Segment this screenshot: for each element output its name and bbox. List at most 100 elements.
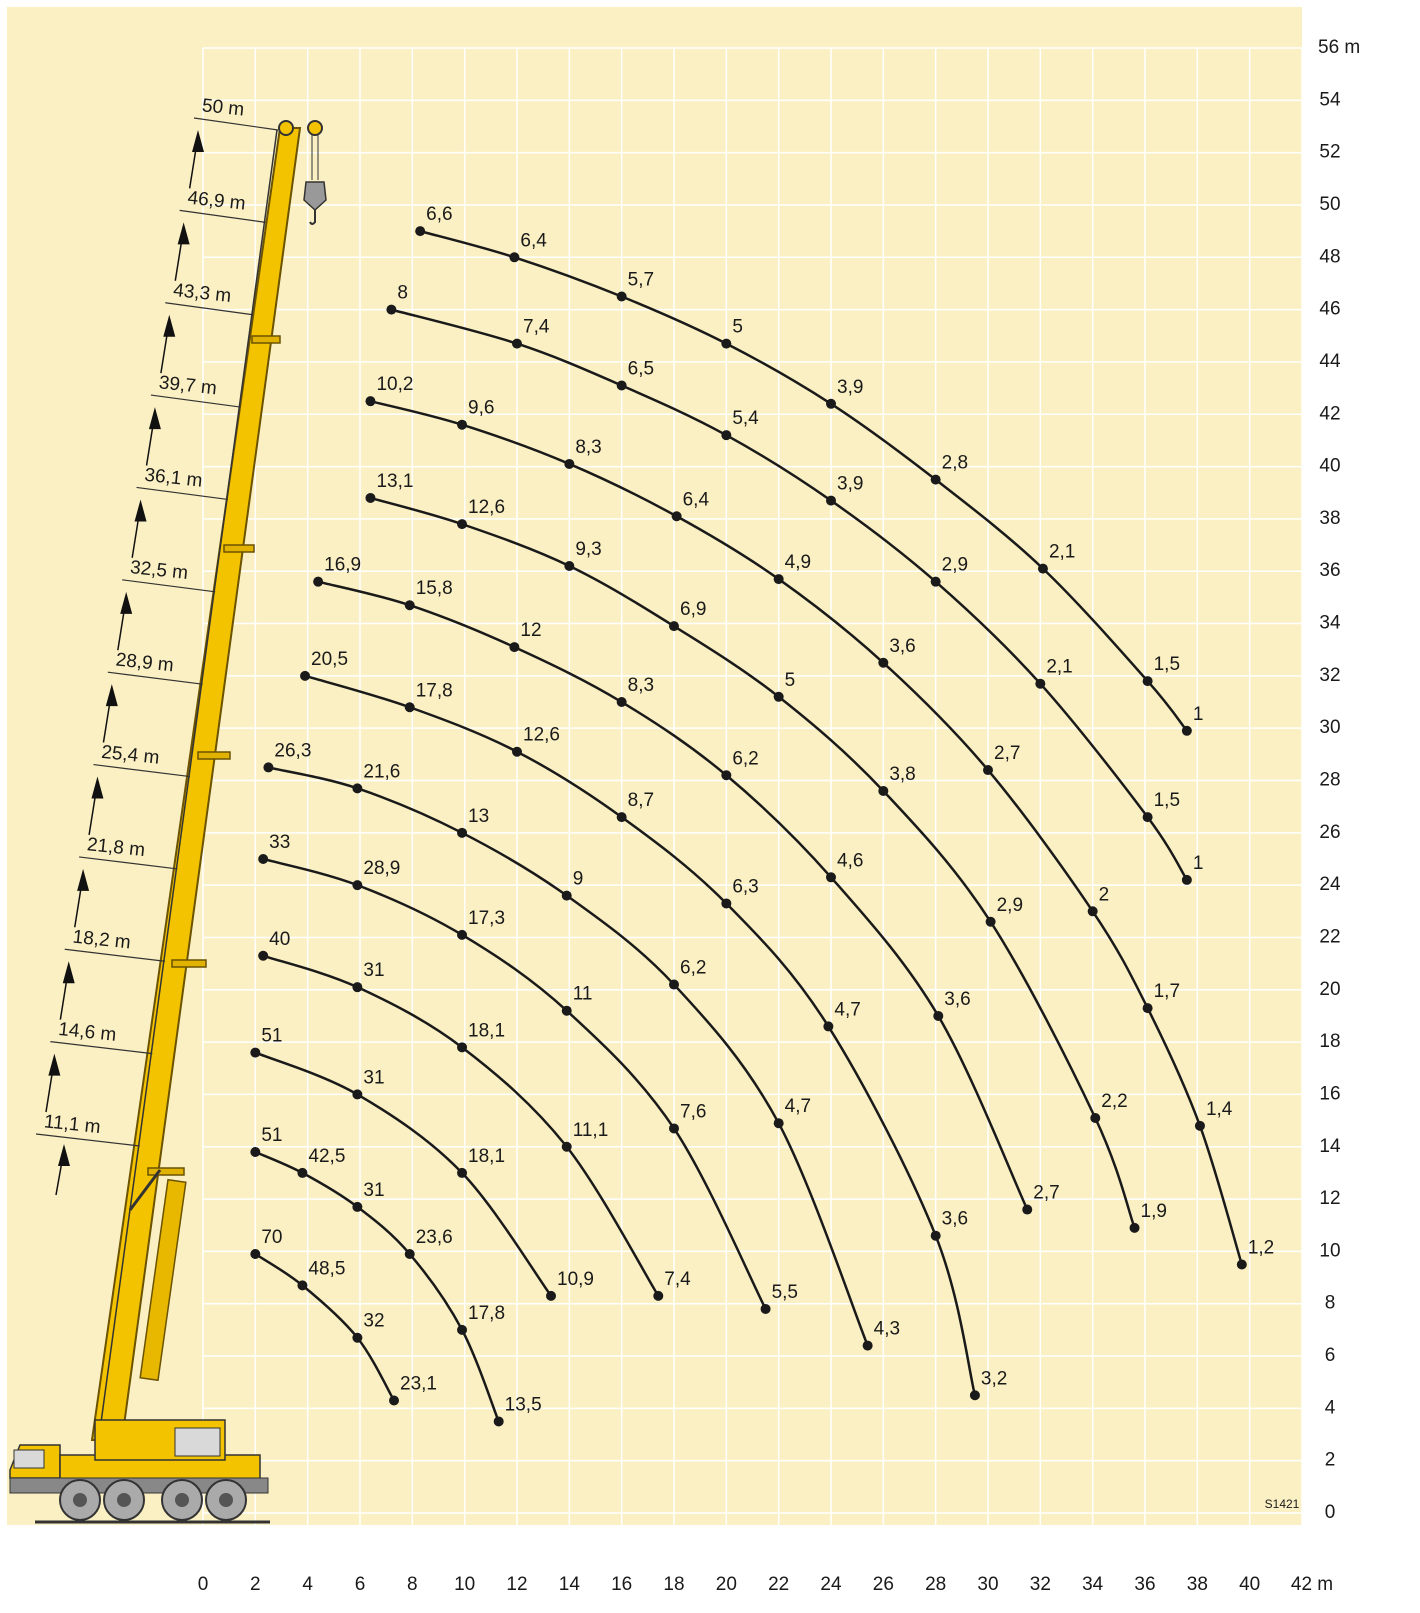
load-label: 7,6 [680,1101,706,1122]
load-point [1038,564,1048,574]
load-label: 6,6 [426,204,452,225]
load-point [1182,726,1192,736]
load-label: 3,9 [837,474,863,495]
y-tick-label: 32 [1319,665,1340,686]
load-label: 2,8 [942,453,968,474]
load-label: 31 [363,960,384,981]
load-label: 1 [1193,853,1204,874]
load-label: 11,1 [573,1120,609,1141]
y-tick-label: 38 [1319,508,1340,529]
load-label: 1,4 [1206,1099,1233,1120]
load-label: 5,4 [732,408,759,429]
x-tick-label: 12 [506,1574,527,1595]
x-tick-label: 6 [355,1574,366,1595]
load-point [352,1202,362,1212]
load-point [415,226,425,236]
load-label: 51 [261,1026,282,1047]
x-tick-label: 26 [873,1574,894,1595]
load-label: 4,7 [785,1096,811,1117]
load-point [774,1118,784,1128]
load-label: 3,6 [942,1209,968,1230]
load-point [1088,906,1098,916]
load-point [313,577,323,587]
load-point [721,430,731,440]
load-point [1090,1113,1100,1123]
load-label: 6,5 [628,358,654,379]
load-point [878,658,888,668]
y-tick-label: 52 [1319,142,1340,163]
load-point [826,872,836,882]
load-point [509,252,519,262]
load-label: 4,3 [874,1319,900,1340]
load-label: 6,4 [520,230,547,251]
load-label: 1,9 [1141,1201,1167,1222]
load-label: 5 [785,670,796,691]
load-point [721,339,731,349]
load-label: 9,6 [468,398,494,419]
load-point [1035,679,1045,689]
y-tick-label: 44 [1319,351,1341,372]
page: 50 m46,9 m43,3 m39,7 m36,1 m32,5 m28,9 m… [0,0,1420,1608]
load-label: 13 [468,806,489,827]
load-point [863,1341,873,1351]
load-point [1130,1223,1140,1233]
load-label: 4,6 [837,850,863,871]
load-label: 10,9 [557,1269,594,1290]
load-label: 4,9 [785,552,811,573]
load-point [878,786,888,796]
load-label: 7,4 [523,317,550,338]
load-point [352,783,362,793]
load-label: 2,7 [994,743,1020,764]
y-tick-label: 0 [1325,1502,1336,1523]
load-point [250,1147,260,1157]
load-point [986,917,996,927]
load-label: 23,6 [416,1227,453,1248]
load-point [617,812,627,822]
load-label: 7,4 [664,1269,691,1290]
load-point [1143,676,1153,686]
load-label: 40 [269,929,290,950]
y-tick-label: 20 [1319,979,1340,1000]
load-point [457,828,467,838]
load-label: 21,6 [363,761,400,782]
load-point [617,697,627,707]
load-label: 1,7 [1154,981,1180,1002]
load-point [457,1325,467,1335]
x-tick-label: 42 m [1291,1574,1333,1595]
load-point [457,1168,467,1178]
chart: 50 m46,9 m43,3 m39,7 m36,1 m32,5 m28,9 m… [0,0,1420,1608]
load-point [970,1390,980,1400]
load-point [562,1006,572,1016]
load-point [1143,1003,1153,1013]
load-label: 16,9 [324,555,361,576]
load-label: 15,8 [416,578,453,599]
load-label: 12,6 [523,725,560,746]
x-tick-label: 24 [820,1574,842,1595]
y-tick-label: 4 [1325,1397,1336,1418]
load-label: 5,5 [772,1282,798,1303]
load-point [250,1249,260,1259]
load-label: 70 [261,1227,282,1248]
load-label: 1,5 [1154,654,1180,675]
load-label: 31 [363,1180,384,1201]
load-point [352,1089,362,1099]
load-label: 6,2 [680,958,706,979]
load-label: 17,8 [468,1303,505,1324]
load-point [823,1021,833,1031]
load-label: 8,3 [575,437,601,458]
load-label: 2,1 [1049,542,1075,563]
load-point [1022,1205,1032,1215]
x-tick-label: 34 [1082,1574,1104,1595]
y-tick-label: 10 [1319,1240,1340,1261]
x-tick-label: 20 [716,1574,737,1595]
load-label: 8 [397,283,408,304]
load-label: 1,2 [1248,1237,1274,1258]
y-tick-label: 14 [1319,1136,1341,1157]
x-tick-label: 32 [1030,1574,1051,1595]
load-point [933,1011,943,1021]
load-point [297,1168,307,1178]
load-label: 18,1 [468,1020,505,1041]
load-label: 2 [1099,884,1110,905]
load-point [250,1048,260,1058]
x-tick-label: 36 [1134,1574,1155,1595]
